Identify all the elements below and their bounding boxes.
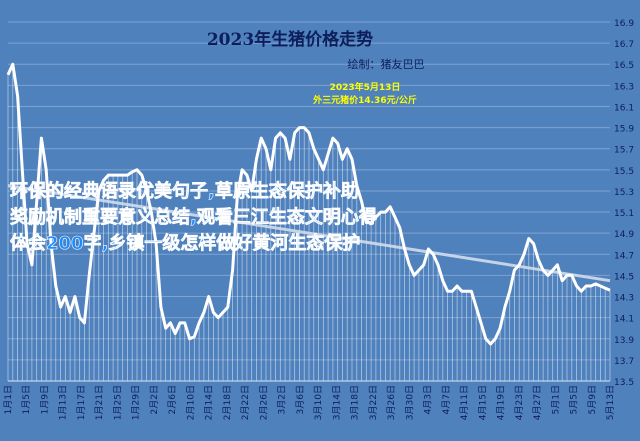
y-tick-label: 15.5 [614, 167, 634, 177]
trendline [7, 184, 611, 283]
x-tick-label: 2月18日 [222, 385, 233, 420]
x-tick-label: 1月13日 [58, 385, 69, 420]
overlay-line-2: 奖励机制重要意义总结,观看三江生态文明心得 [10, 206, 377, 228]
chart-subtitle: 绘制：猪友巴巴 [348, 57, 425, 71]
x-tick-label: 4月3日 [423, 385, 434, 414]
x-tick-label: 5月1日 [550, 385, 561, 414]
x-tick-label: 3月6日 [295, 385, 306, 414]
x-axis: 1月1日 1月5日 1月9日 1月13日 1月17日 1月21日 1月25日 1月29日 2月2… [3, 385, 616, 420]
chart-title: 2023年生猪价格走势 [207, 29, 373, 50]
overlay-line-3: 体会200字,乡镇一级怎样做好黄河生态保护 [10, 232, 360, 254]
x-tick-label: 1月25日 [112, 385, 123, 420]
x-tick-label: 2月6日 [167, 385, 178, 414]
y-tick-label: 14.7 [614, 251, 634, 261]
x-tick-label: 3月22日 [368, 385, 379, 420]
grid [7, 21, 611, 382]
x-tick-label: 5月5日 [569, 385, 580, 414]
y-tick-label: 16.1 [614, 103, 634, 113]
x-tick-label: 2月2日 [149, 385, 160, 414]
x-tick-label: 1月9日 [39, 385, 50, 414]
x-tick-label: 2月14日 [204, 385, 215, 420]
y-tick-label: 13.7 [614, 357, 634, 367]
y-tick-label: 16.9 [614, 19, 634, 29]
y-axis: 13.5 13.7 13.9 14.1 14.3 14.5 14.7 14.9 15.1 15.3… [614, 19, 634, 388]
y-tick-label: 14.9 [614, 230, 634, 240]
x-tick-label: 4月19日 [496, 385, 507, 420]
series-group [6, 62, 611, 346]
y-tick-label: 13.9 [614, 336, 634, 346]
x-tick-label: 5月9日 [587, 385, 598, 414]
y-tick-label: 16.5 [614, 61, 634, 71]
y-tick-label: 15.9 [614, 125, 634, 135]
y-tick-label: 14.5 [614, 272, 634, 282]
x-tick-label: 2月10日 [185, 385, 196, 420]
y-tick-label: 15.3 [614, 188, 634, 198]
x-tick-label: 1月21日 [94, 385, 105, 420]
x-tick-label: 4月7日 [441, 385, 452, 414]
x-tick-label: 4月11日 [459, 385, 470, 420]
x-tick-label: 3月18日 [350, 385, 361, 420]
y-tick-label: 16.3 [614, 82, 634, 92]
x-tick-label: 4月27日 [532, 385, 543, 420]
x-tick-label: 3月30日 [404, 385, 415, 420]
x-tick-label: 3月26日 [386, 385, 397, 420]
x-tick-label: 3月2日 [277, 385, 288, 414]
overlay-line-1: 环保的经典语录优美句子,草原生态保护补助 [10, 180, 359, 202]
y-tick-label: 14.3 [614, 294, 634, 304]
x-tick-label: 4月23日 [514, 385, 525, 420]
annotation-date: 2023年5月13日 [330, 81, 401, 93]
y-tick-label: 15.7 [614, 146, 634, 156]
x-tick-label: 1月17日 [76, 385, 87, 420]
x-tick-label: 3月10日 [313, 385, 324, 420]
x-tick-label: 5月13日 [605, 385, 616, 420]
x-tick-label: 2月22日 [240, 385, 251, 420]
annotation-price: 外三元猪价14.36元/公斤 [312, 94, 417, 106]
x-tick-label: 1月1日 [3, 385, 14, 414]
y-tick-label: 13.5 [614, 378, 634, 388]
x-tick-label: 4月15日 [477, 385, 488, 420]
series-line [6, 62, 611, 346]
y-tick-label: 15.1 [614, 209, 634, 219]
x-tick-label: 3月14日 [331, 385, 342, 420]
overlay-watermark: 环保的经典语录优美句子,草原生态保护补助 奖励机制重要意义总结,观看三江生态文明… [10, 180, 377, 255]
x-tick-label: 2月26日 [258, 385, 269, 420]
x-tick-label: 1月29日 [131, 385, 142, 420]
y-tick-label: 16.7 [614, 40, 634, 50]
trendline-group [7, 184, 611, 283]
y-tick-label: 14.1 [614, 315, 634, 325]
x-tick-label: 1月5日 [21, 385, 32, 414]
